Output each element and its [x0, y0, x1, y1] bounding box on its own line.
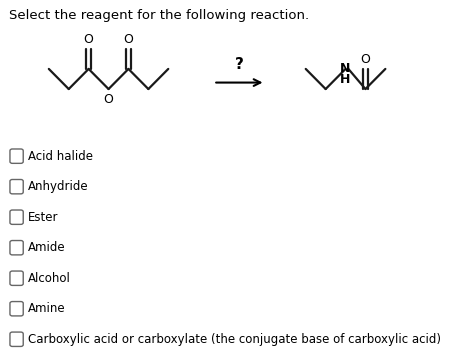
Text: H: H: [340, 73, 351, 86]
Text: O: O: [104, 93, 113, 106]
Text: Acid halide: Acid halide: [28, 150, 93, 163]
Text: Amide: Amide: [28, 241, 65, 254]
Text: N: N: [340, 62, 351, 75]
Text: Anhydride: Anhydride: [28, 180, 89, 193]
Text: ?: ?: [235, 57, 244, 72]
Text: O: O: [124, 33, 133, 46]
Text: Select the reagent for the following reaction.: Select the reagent for the following rea…: [9, 9, 310, 22]
Text: Carboxylic acid or carboxylate (the conjugate base of carboxylic acid): Carboxylic acid or carboxylate (the conj…: [28, 333, 441, 346]
Text: O: O: [361, 53, 370, 66]
Text: Amine: Amine: [28, 302, 65, 315]
Text: Alcohol: Alcohol: [28, 272, 71, 285]
Text: Ester: Ester: [28, 211, 58, 224]
Text: O: O: [84, 33, 93, 46]
